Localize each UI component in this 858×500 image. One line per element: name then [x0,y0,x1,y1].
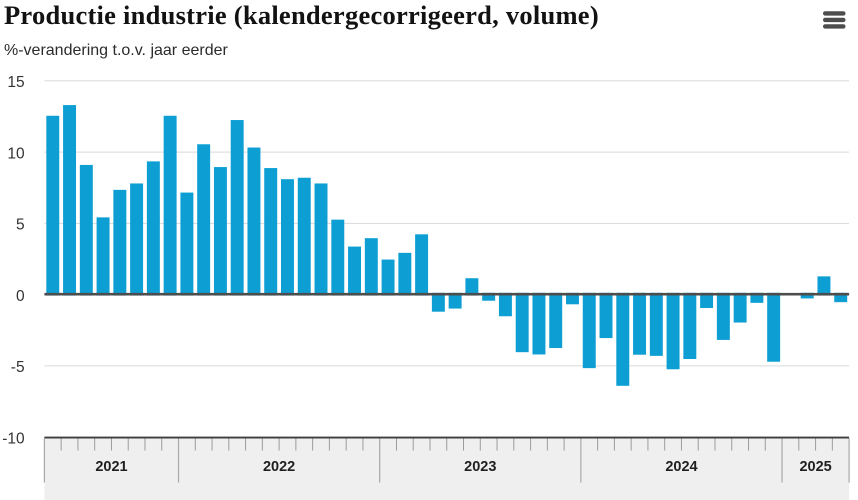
svg-text:-10: -10 [2,430,25,447]
svg-text:2021: 2021 [95,459,127,475]
svg-text:15: 15 [7,74,24,91]
svg-text:2024: 2024 [665,459,697,475]
svg-text:5: 5 [16,217,25,234]
svg-text:2025: 2025 [799,459,831,475]
svg-text:-5: -5 [11,359,25,376]
svg-text:0: 0 [16,288,25,305]
svg-text:10: 10 [7,145,25,162]
svg-text:2022: 2022 [263,459,295,475]
svg-text:2023: 2023 [464,459,496,475]
